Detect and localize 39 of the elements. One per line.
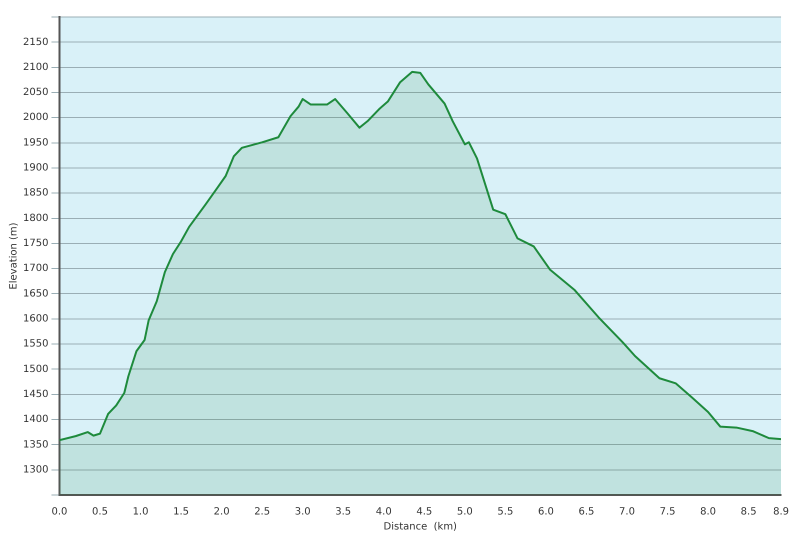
- y-tick-label: 1850: [22, 188, 48, 199]
- x-tick-label: 5.0: [456, 506, 473, 518]
- y-tick-label: 1750: [22, 238, 48, 250]
- y-tick-label: 1600: [22, 313, 48, 324]
- x-tick-label: 8.5: [740, 506, 757, 518]
- y-tick-label: 1350: [22, 439, 48, 450]
- y-tick-label: 1900: [22, 162, 48, 174]
- y-tick-label: 1450: [22, 388, 48, 400]
- x-tick-label: 5.5: [497, 506, 514, 518]
- x-tick-label: 6.5: [578, 506, 594, 518]
- x-tick-label: 4.0: [376, 506, 392, 518]
- x-tick-label: 1.0: [132, 506, 148, 518]
- y-tick-label: 1300: [22, 464, 48, 476]
- x-tick-label: 8.0: [700, 506, 716, 518]
- y-tick-label: 2000: [22, 112, 48, 124]
- y-tick-label: 1400: [22, 414, 48, 426]
- y-tick-label: 2100: [22, 62, 48, 73]
- x-tick-label: 8.9: [773, 506, 789, 518]
- x-axis-title: Distance (km): [384, 522, 458, 533]
- x-tick-label: 7.5: [660, 506, 676, 518]
- y-tick-label: 1800: [22, 212, 48, 224]
- y-tick-label: 1950: [22, 137, 48, 148]
- y-tick-label: 1650: [22, 288, 48, 300]
- y-tick-label: 1500: [22, 364, 48, 375]
- y-tick-label: 2150: [22, 36, 48, 48]
- y-axis-title: Elevation (m): [8, 222, 20, 290]
- x-tick-label: 0.5: [92, 506, 108, 518]
- y-tick-label: 2050: [22, 87, 48, 98]
- x-tick-label: 3.5: [335, 506, 352, 518]
- x-tick-label: 4.5: [416, 506, 432, 518]
- x-tick-label: 6.0: [538, 506, 554, 518]
- x-tick-label: 0.0: [51, 506, 68, 518]
- x-tick-label: 3.0: [294, 506, 311, 518]
- x-tick-label: 7.0: [619, 506, 635, 518]
- x-tick-label: 1.5: [173, 506, 190, 518]
- x-tick-label: 2.5: [254, 506, 270, 518]
- y-tick-label: 1550: [22, 338, 48, 350]
- x-tick-label: 2.0: [214, 506, 230, 518]
- y-tick-label: 1700: [22, 263, 48, 274]
